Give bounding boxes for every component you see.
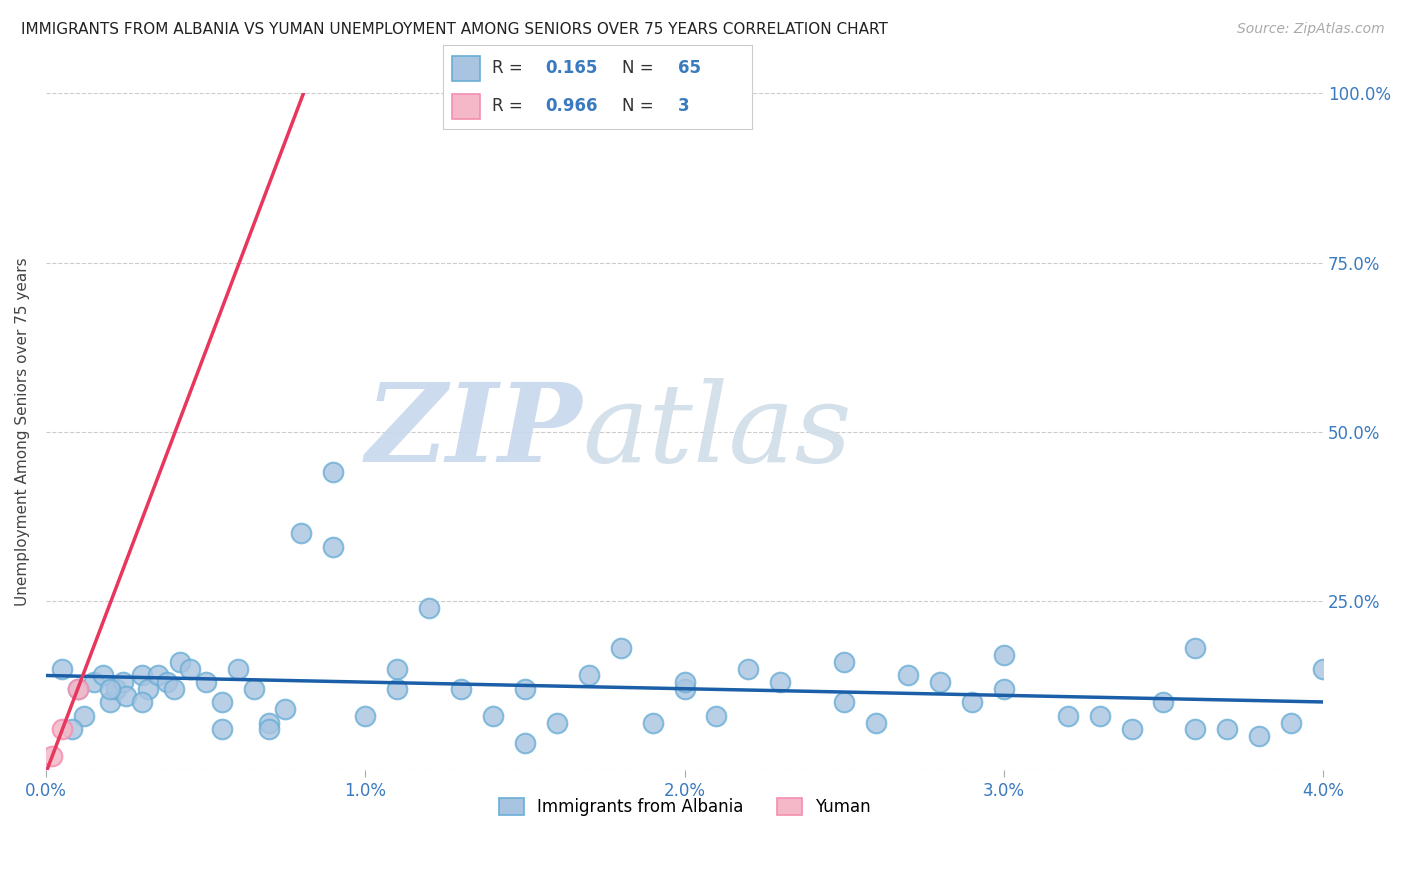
Point [546, 715, 568, 730]
Point [51, 723, 73, 737]
Point [673, 681, 696, 696]
Point [66, 681, 89, 696]
Text: R =: R = [492, 96, 529, 114]
Point [105, 681, 128, 696]
Text: N =: N = [623, 60, 659, 78]
Point [131, 695, 153, 709]
Point [259, 723, 281, 737]
Point [897, 668, 920, 682]
Point [1056, 709, 1078, 723]
Point [242, 681, 264, 696]
Point [156, 675, 179, 690]
Point [993, 648, 1015, 662]
Point [1121, 723, 1143, 737]
Point [578, 668, 600, 682]
Point [865, 715, 887, 730]
Point [1184, 641, 1206, 656]
Text: Source: ZipAtlas.com: Source: ZipAtlas.com [1237, 22, 1385, 37]
Point [418, 600, 440, 615]
Point [41, 749, 63, 764]
Point [1279, 715, 1302, 730]
Point [832, 695, 855, 709]
Point [1153, 695, 1175, 709]
Point [385, 661, 408, 675]
Point [1312, 661, 1334, 675]
Text: 3: 3 [678, 96, 689, 114]
Point [832, 655, 855, 669]
FancyBboxPatch shape [453, 55, 479, 81]
Text: 0.966: 0.966 [546, 96, 598, 114]
Point [385, 681, 408, 696]
Point [641, 715, 664, 730]
Point [737, 661, 759, 675]
Text: N =: N = [623, 96, 659, 114]
Text: R =: R = [492, 60, 529, 78]
Point [322, 465, 344, 479]
FancyBboxPatch shape [453, 94, 479, 120]
Point [66, 681, 89, 696]
Legend: Immigrants from Albania, Yuman: Immigrants from Albania, Yuman [492, 791, 877, 822]
Point [211, 695, 233, 709]
Point [609, 641, 631, 656]
Point [131, 668, 153, 682]
Point [259, 715, 281, 730]
Point [1216, 723, 1239, 737]
Point [60, 723, 83, 737]
Point [1184, 723, 1206, 737]
Point [290, 526, 312, 541]
Point [51, 661, 73, 675]
Text: ZIP: ZIP [366, 378, 582, 485]
Point [929, 675, 952, 690]
Point [993, 681, 1015, 696]
Text: 0.165: 0.165 [546, 60, 598, 78]
Point [111, 675, 134, 690]
Point [136, 681, 159, 696]
Point [146, 668, 169, 682]
Point [179, 661, 201, 675]
Point [450, 681, 472, 696]
Point [1249, 729, 1271, 743]
Point [98, 681, 121, 696]
Point [1088, 709, 1111, 723]
Text: 65: 65 [678, 60, 702, 78]
Point [114, 689, 136, 703]
Point [194, 675, 217, 690]
Point [513, 736, 536, 750]
Point [513, 681, 536, 696]
Text: IMMIGRANTS FROM ALBANIA VS YUMAN UNEMPLOYMENT AMONG SENIORS OVER 75 YEARS CORREL: IMMIGRANTS FROM ALBANIA VS YUMAN UNEMPLO… [21, 22, 889, 37]
Point [673, 675, 696, 690]
Point [354, 709, 377, 723]
Point [211, 723, 233, 737]
Point [226, 661, 249, 675]
Point [274, 702, 297, 716]
Point [706, 709, 728, 723]
Point [960, 695, 983, 709]
Point [482, 709, 505, 723]
Point [769, 675, 792, 690]
Text: atlas: atlas [582, 378, 852, 485]
Y-axis label: Unemployment Among Seniors over 75 years: Unemployment Among Seniors over 75 years [15, 258, 30, 606]
Point [93, 668, 115, 682]
Point [73, 709, 96, 723]
Point [163, 681, 186, 696]
Point [98, 695, 121, 709]
Point [322, 540, 344, 554]
Point [83, 675, 105, 690]
Point [169, 655, 191, 669]
